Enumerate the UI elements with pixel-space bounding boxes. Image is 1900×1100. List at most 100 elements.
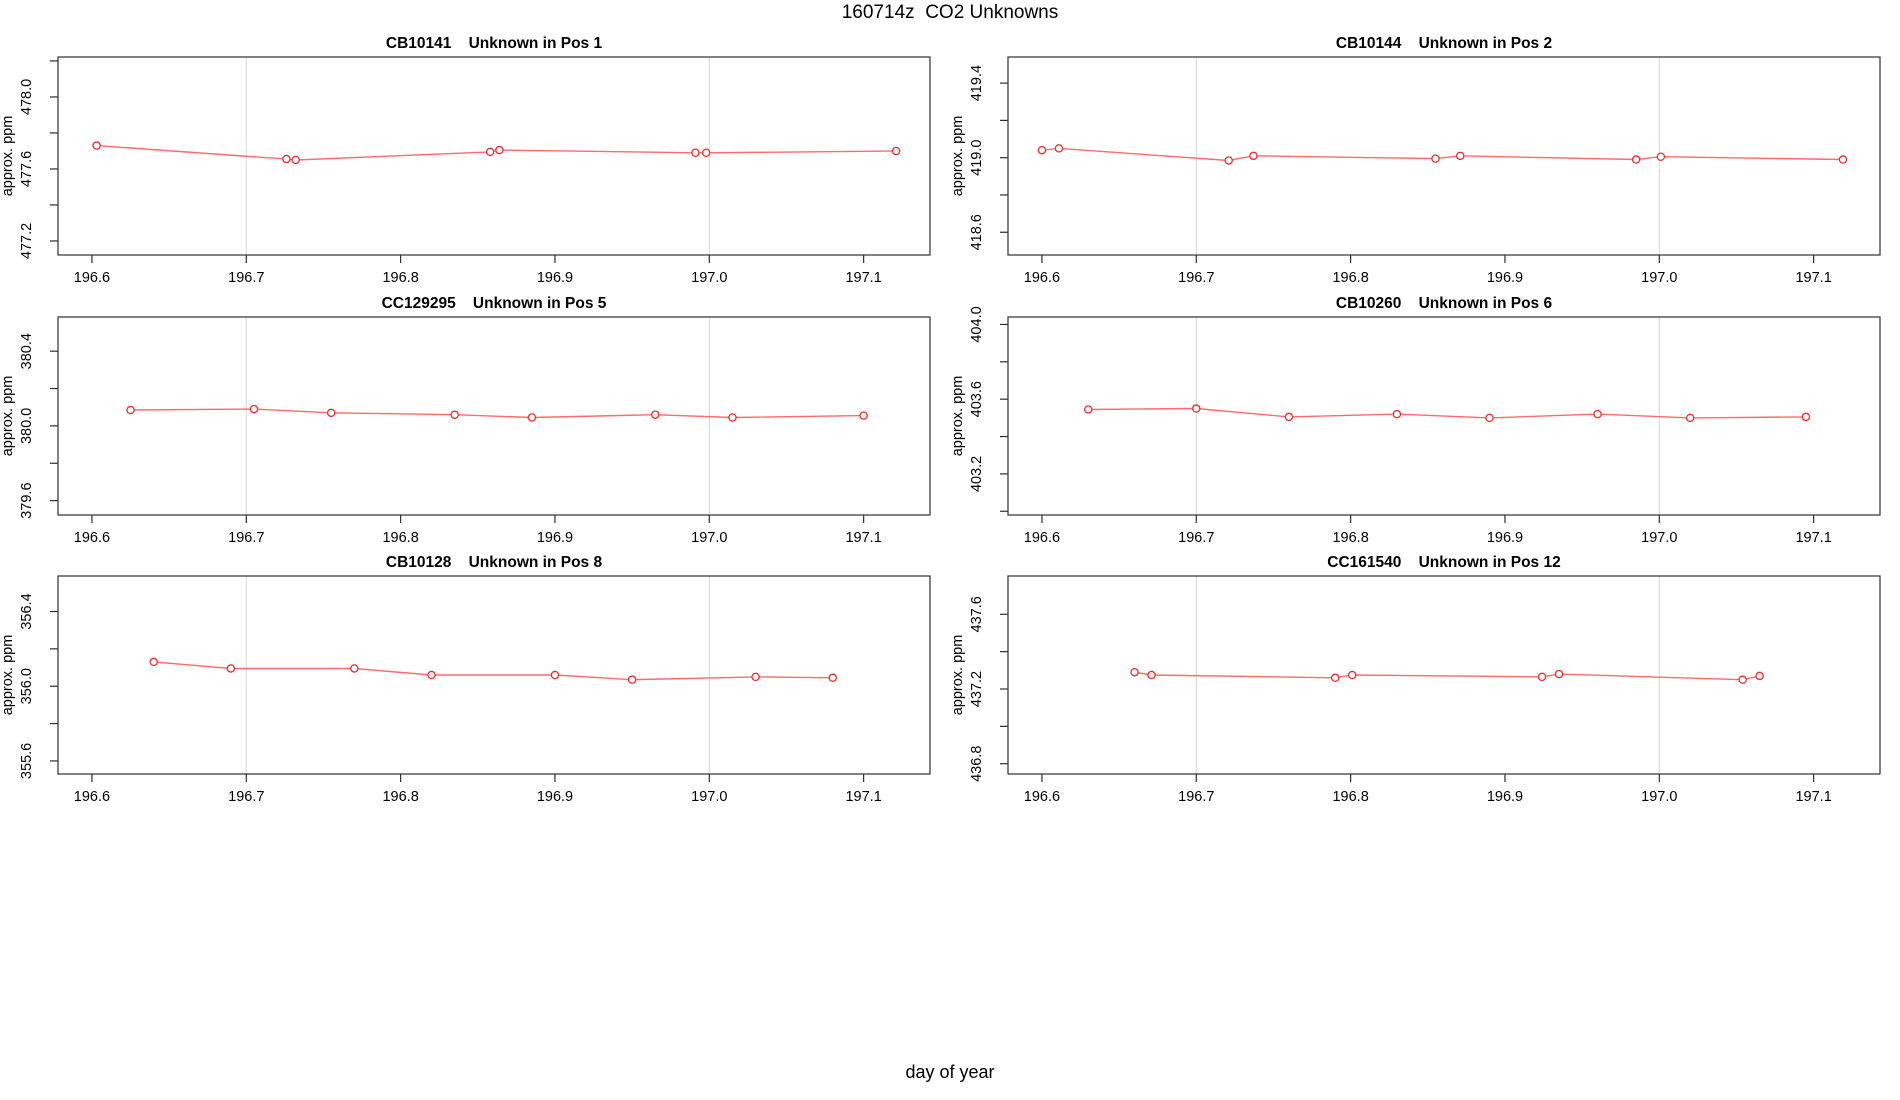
data-point (485, 147, 495, 157)
x-tick-label: 196.7 (228, 530, 264, 546)
x-tick-label: 196.6 (74, 789, 110, 805)
x-tick-label: 197.1 (1795, 789, 1831, 805)
x-tick-label: 196.8 (382, 530, 418, 546)
data-point (1084, 405, 1093, 414)
y-tick-label: 356.4 (19, 593, 35, 629)
x-tick-label: 197.1 (1795, 270, 1831, 286)
data-point (291, 155, 300, 165)
x-tick-label: 197.0 (691, 270, 727, 286)
data-point (701, 148, 711, 158)
data-point (728, 413, 737, 422)
x-tick-label: 197.1 (845, 789, 881, 805)
data-point (828, 673, 838, 683)
data-point (282, 154, 291, 164)
data-point (350, 664, 359, 673)
data-point (1130, 667, 1139, 677)
panel-pos-1: 477.2 477.6 478.0 196.6 196.7 196.8 196.9 197.0… (0, 35, 931, 286)
data-point (1224, 156, 1233, 165)
y-tick-label: 403.6 (969, 381, 985, 417)
data-point (1037, 145, 1047, 155)
y-tick-label: 355.6 (19, 743, 35, 779)
x-tick-label: 197.0 (1641, 530, 1677, 546)
y-tick-label: 404.0 (969, 306, 985, 342)
data-point (1738, 675, 1747, 684)
y-tick-label: 437.6 (969, 596, 985, 632)
data-point (1801, 412, 1811, 422)
data-point (92, 141, 101, 150)
data-point (249, 404, 259, 414)
data-point (495, 145, 504, 155)
data-point (149, 657, 158, 667)
y-axis-label: approx. ppm (0, 635, 16, 716)
data-point (1685, 413, 1695, 423)
data-point (1192, 404, 1201, 413)
data-point (1284, 412, 1294, 422)
data-point (126, 405, 135, 415)
data-point (1455, 151, 1465, 161)
x-tick-label: 196.6 (1024, 270, 1060, 286)
x-tick-label: 196.8 (382, 270, 418, 286)
data-point (1755, 671, 1764, 681)
x-tick-label: 196.6 (74, 530, 110, 546)
x-tick-label: 196.7 (228, 789, 264, 805)
data-line (1041, 147, 1844, 162)
y-tick-label: 436.8 (969, 746, 985, 782)
panel-title: CC129295 Unknown in Pos 5 (382, 295, 607, 312)
plot-frame (1007, 56, 1881, 256)
data-point (651, 410, 660, 419)
data-line (1088, 407, 1806, 419)
data-point (326, 408, 336, 418)
x-tick-label: 196.8 (382, 789, 418, 805)
y-tick-label: 403.2 (969, 456, 985, 492)
data-point (1656, 152, 1666, 161)
plot-frame (57, 316, 931, 516)
x-tick-label: 196.9 (537, 270, 573, 286)
data-point (859, 411, 868, 420)
data-point (1593, 409, 1602, 419)
x-axis-label: day of year (905, 1062, 995, 1082)
panel-pos-5: 379.6 380.0 380.4 196.6 196.7 196.8 196.9 197.0… (0, 295, 931, 546)
panel-pos-8: 355.6 356.0 356.4 196.6 196.7 196.8 196.9 197.0… (0, 554, 931, 805)
data-point (527, 413, 537, 422)
data-point (450, 410, 459, 419)
data-point (627, 675, 637, 684)
y-tick-label: 477.6 (19, 151, 35, 187)
y-tick-label: 380.4 (19, 333, 35, 369)
x-tick-label: 196.7 (1178, 789, 1214, 805)
plot-frame (57, 575, 931, 775)
data-point (1485, 413, 1494, 423)
y-axis-label: approx. ppm (950, 635, 966, 716)
panel-title: CC161540 Unknown in Pos 12 (1327, 554, 1560, 571)
data-point (1147, 670, 1156, 680)
data-point (1249, 151, 1258, 161)
x-tick-label: 196.7 (228, 270, 264, 286)
plot-frame (1007, 316, 1881, 516)
x-tick-label: 197.0 (1641, 789, 1677, 805)
y-tick-label: 418.6 (969, 214, 985, 250)
y-axis-label: approx. ppm (0, 116, 16, 197)
panel-title: CB10128 Unknown in Pos 8 (386, 554, 603, 571)
data-point (691, 148, 700, 158)
data-point (1631, 155, 1641, 164)
panel-title: CB10260 Unknown in Pos 6 (1336, 295, 1553, 312)
data-point (1554, 669, 1564, 679)
x-tick-label: 196.6 (74, 270, 110, 286)
x-tick-label: 196.8 (1332, 530, 1368, 546)
panel-title: CB10144 Unknown in Pos 2 (1336, 35, 1552, 52)
data-point (1347, 670, 1357, 680)
panel-pos-6: 403.2 403.6 404.0 196.6 196.7 196.8 196.9 197.0… (950, 295, 1881, 546)
data-point (1392, 409, 1402, 419)
x-tick-label: 197.1 (1795, 530, 1831, 546)
panel-pos-2: 418.6 419.0 419.4 196.6 196.7 196.8 196.9 197.0… (950, 35, 1881, 286)
x-tick-label: 197.1 (845, 530, 881, 546)
data-point (1330, 673, 1340, 683)
plot-frame (1007, 575, 1881, 775)
y-tick-label: 379.6 (19, 482, 35, 518)
y-axis-label: approx. ppm (0, 376, 16, 457)
x-tick-label: 197.0 (691, 530, 727, 546)
panel-title: CB10141 Unknown in Pos 1 (386, 35, 603, 52)
x-tick-label: 196.9 (1487, 530, 1523, 546)
y-tick-label: 477.2 (19, 223, 35, 259)
x-tick-label: 197.0 (1641, 270, 1677, 286)
